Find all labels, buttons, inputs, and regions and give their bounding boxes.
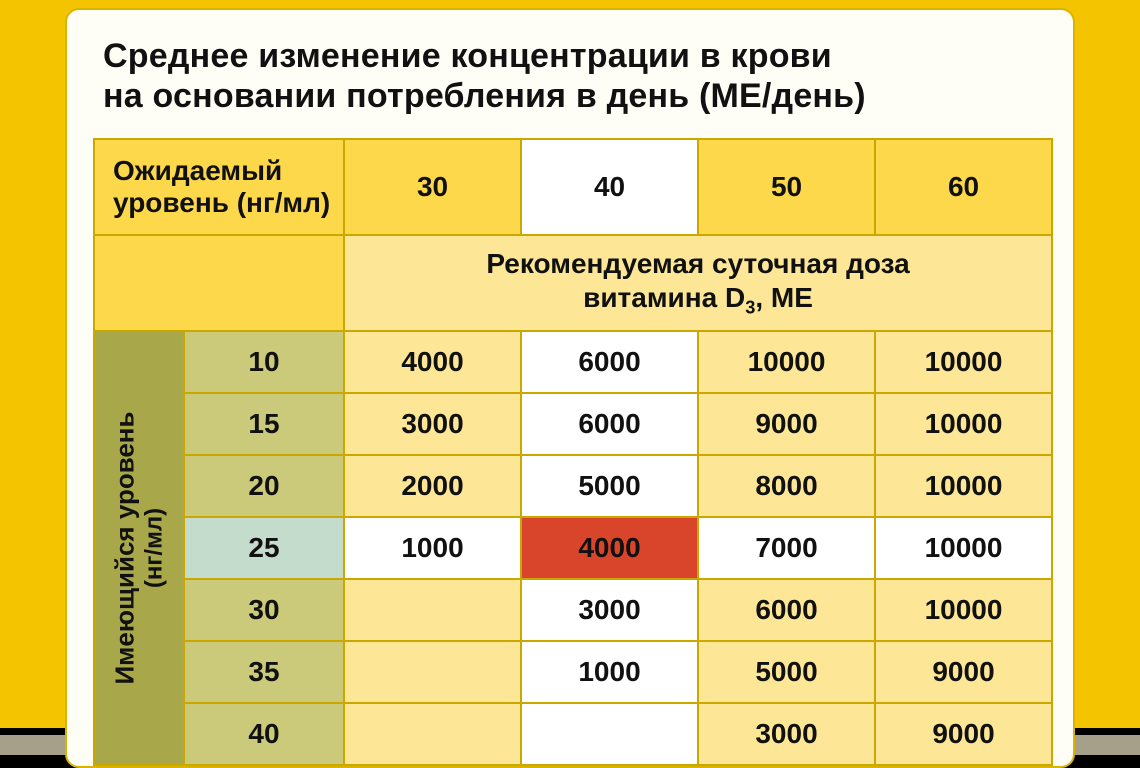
header-col-50: 50 [698,139,875,235]
header-col-60: 60 [875,139,1052,235]
value-cell: 5000 [521,455,698,517]
value-cell [344,703,521,765]
value-cell: 10000 [875,517,1052,579]
value-cell: 10000 [875,579,1052,641]
title-line-1: Среднее изменение концентрации в крови [103,37,832,75]
row-level-10: 10 [184,331,344,393]
row-level-35: 35 [184,641,344,703]
row-level-15: 15 [184,393,344,455]
value-cell: 9000 [698,393,875,455]
value-cell: 3000 [698,703,875,765]
row-level-30: 30 [184,579,344,641]
value-cell: 4000 [521,517,698,579]
value-cell [344,579,521,641]
value-cell: 10000 [875,393,1052,455]
value-cell: 10000 [875,331,1052,393]
value-cell: 5000 [698,641,875,703]
header-empty-left [94,235,344,331]
header-col-40: 40 [521,139,698,235]
header-recommended-dose: Рекомендуемая суточная дозавитамина D3, … [344,235,1052,331]
value-cell: 9000 [875,641,1052,703]
header-col-30: 30 [344,139,521,235]
value-cell: 9000 [875,703,1052,765]
value-cell: 3000 [521,579,698,641]
value-cell: 10000 [875,455,1052,517]
value-cell: 6000 [521,331,698,393]
value-cell [521,703,698,765]
value-cell: 1000 [521,641,698,703]
value-cell: 3000 [344,393,521,455]
header-expected-level: Ожидаемыйуровень (нг/мл) [94,139,344,235]
dosage-table: Ожидаемыйуровень (нг/мл)30405060Рекоменд… [93,138,1053,766]
value-cell: 8000 [698,455,875,517]
value-cell: 4000 [344,331,521,393]
row-level-20: 20 [184,455,344,517]
value-cell [344,641,521,703]
value-cell: 1000 [344,517,521,579]
title-line-2: на основании потребления в день (МЕ/день… [103,77,866,115]
card-title: Среднее изменение концентрации в крови н… [103,36,1047,116]
value-cell: 2000 [344,455,521,517]
row-level-40: 40 [184,703,344,765]
value-cell: 6000 [521,393,698,455]
side-label-current-level: Имеющийся уровень(нг/мл) [94,331,184,765]
value-cell: 10000 [698,331,875,393]
dosage-card: Среднее изменение концентрации в крови н… [65,8,1075,768]
row-level-25: 25 [184,517,344,579]
value-cell: 6000 [698,579,875,641]
value-cell: 7000 [698,517,875,579]
